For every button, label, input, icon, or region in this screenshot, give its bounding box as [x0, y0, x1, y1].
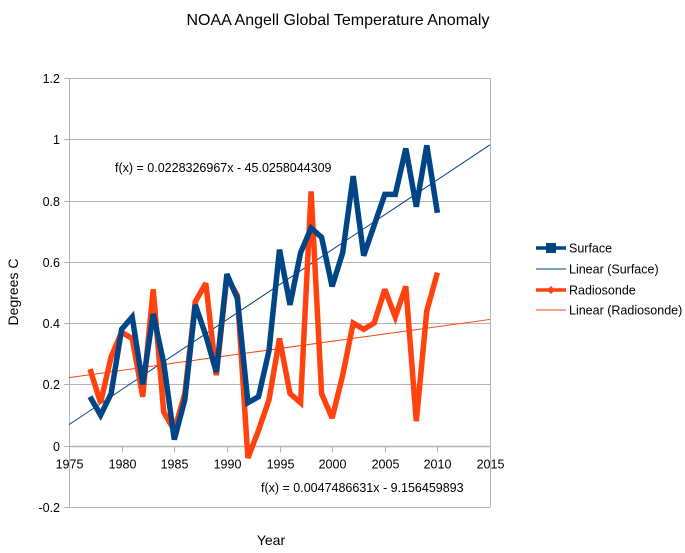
y-tick-label: 0.8: [43, 195, 60, 209]
y-tick-label: 1: [53, 133, 60, 147]
y-tick-label: 0.6: [43, 256, 60, 270]
x-tick-labels: 1975 1980 1985 1990 1995 2000 2005 2010 2015: [56, 458, 505, 472]
legend-linear-radiosonde: Linear (Radiosonde): [536, 304, 682, 318]
y-tick-label: 0.4: [43, 317, 60, 331]
x-tick-label: 2015: [477, 458, 505, 472]
square-marker-icon: [546, 243, 556, 253]
legend-label: Radiosonde: [569, 284, 636, 298]
legend-label: Linear (Surface): [569, 263, 659, 277]
surface-trendline: [68, 144, 491, 426]
surface-line: [87, 144, 441, 441]
y-tick-label: 1.2: [43, 72, 60, 86]
x-tick-label: 2000: [319, 458, 347, 472]
legend-surface: Surface: [536, 242, 612, 256]
x-tick-label: 2005: [372, 458, 400, 472]
x-tick-label: 2010: [424, 458, 452, 472]
trendlines: [68, 144, 491, 426]
x-tick-label: 1995: [267, 458, 295, 472]
legend-label: Surface: [569, 242, 612, 256]
legend-linear-surface: Linear (Surface): [536, 263, 659, 277]
x-tick-label: 1975: [56, 458, 84, 472]
chart-title: NOAA Angell Global Temperature Anomaly: [187, 12, 490, 29]
radiosonde-trend-equation: f(x) = 0.0047486631x - 9.156459893: [261, 481, 464, 495]
diamond-marker-icon: [547, 286, 555, 294]
axes: [69, 78, 491, 507]
y-tick-label: 0: [53, 440, 60, 454]
y-tick-labels: -0.2 0 0.2 0.4 0.6 0.8 1 1.2: [38, 72, 60, 515]
radiosonde-line: [87, 191, 441, 459]
legend-label: Linear (Radiosonde): [569, 304, 682, 318]
x-tick-label: 1985: [161, 458, 189, 472]
series-lines: [87, 144, 441, 459]
y-tick-label: -0.2: [38, 501, 60, 515]
y-axis-title: Degrees C: [5, 259, 21, 326]
x-tick-label: 1980: [109, 458, 137, 472]
legend-radiosonde: Radiosonde: [536, 284, 636, 298]
surface-trend-equation: f(x) = 0.0228326967x - 45.0258044309: [115, 161, 332, 175]
x-axis-title: Year: [257, 532, 286, 548]
y-tick-label: 0.2: [43, 378, 60, 392]
legend: Surface Linear (Surface) Radiosonde Linear …: [536, 242, 682, 318]
x-tick-label: 1990: [214, 458, 242, 472]
